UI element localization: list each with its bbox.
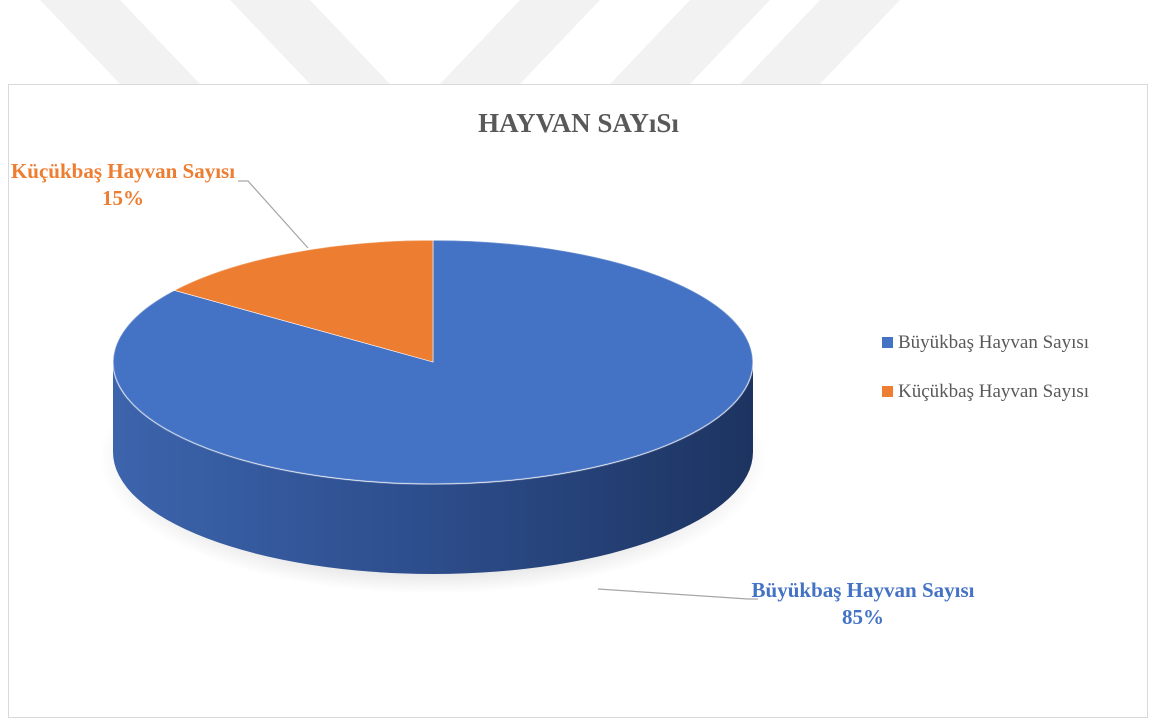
legend-item-buyukbas: Büyükbaş Hayvan Sayısı (882, 330, 1122, 355)
data-label-category: Büyükbaş Hayvan Sayısı (751, 578, 975, 602)
pie-rim (112, 239, 754, 485)
legend-label: Küçükbaş Hayvan Sayısı (898, 381, 1090, 402)
chart-title: HAYVAN SAYıSı (478, 108, 679, 138)
watermark-stripes (40, 0, 900, 84)
pie-slice-side-buyukbas (113, 362, 753, 574)
legend-item-kucukbas: Küçükbaş Hayvan Sayısı (882, 379, 1122, 404)
data-label-kucukbas: Küçükbaş Hayvan Sayısı 15% (8, 158, 238, 212)
legend-label: Büyükbaş Hayvan Sayısı (898, 332, 1090, 353)
leader-line-large (597, 588, 758, 600)
data-label-value: 85% (842, 605, 884, 629)
legend: Büyükbaş Hayvan Sayısı Küçükbaş Hayvan S… (882, 330, 1122, 428)
data-label-category: Küçükbaş Hayvan Sayısı (10, 159, 236, 183)
data-label-value: 15% (102, 186, 144, 210)
leader-line-small (238, 180, 309, 249)
legend-swatch-icon (882, 337, 893, 348)
legend-swatch-icon (882, 386, 893, 397)
data-label-buyukbas: Büyükbaş Hayvan Sayısı 85% (748, 577, 978, 631)
pie-slice-kucukbas (173, 239, 434, 363)
